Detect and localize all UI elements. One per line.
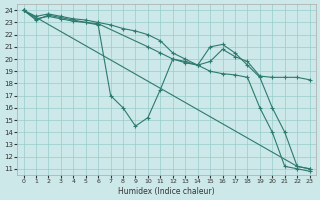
X-axis label: Humidex (Indice chaleur): Humidex (Indice chaleur) [118, 187, 215, 196]
